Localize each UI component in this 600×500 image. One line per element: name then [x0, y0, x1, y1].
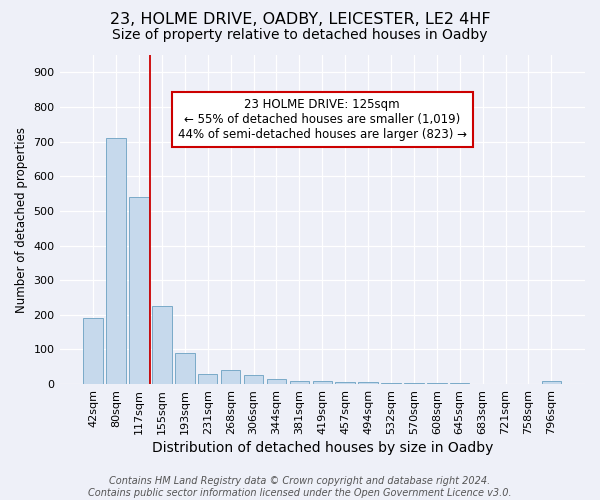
Bar	[404, 383, 424, 384]
Bar	[313, 380, 332, 384]
Bar	[221, 370, 241, 384]
Bar	[542, 382, 561, 384]
Bar	[267, 379, 286, 384]
X-axis label: Distribution of detached houses by size in Oadby: Distribution of detached houses by size …	[152, 441, 493, 455]
Bar	[335, 382, 355, 384]
Bar	[358, 382, 378, 384]
Text: Size of property relative to detached houses in Oadby: Size of property relative to detached ho…	[112, 28, 488, 42]
Bar	[175, 353, 194, 384]
Bar	[381, 383, 401, 384]
Bar	[83, 318, 103, 384]
Bar	[152, 306, 172, 384]
Bar	[129, 197, 149, 384]
Bar	[198, 374, 217, 384]
Text: Contains HM Land Registry data © Crown copyright and database right 2024.
Contai: Contains HM Land Registry data © Crown c…	[88, 476, 512, 498]
Bar	[106, 138, 126, 384]
Bar	[290, 380, 309, 384]
Bar	[244, 376, 263, 384]
Text: 23, HOLME DRIVE, OADBY, LEICESTER, LE2 4HF: 23, HOLME DRIVE, OADBY, LEICESTER, LE2 4…	[110, 12, 490, 28]
Text: 23 HOLME DRIVE: 125sqm
← 55% of detached houses are smaller (1,019)
44% of semi-: 23 HOLME DRIVE: 125sqm ← 55% of detached…	[178, 98, 467, 141]
Y-axis label: Number of detached properties: Number of detached properties	[15, 126, 28, 312]
